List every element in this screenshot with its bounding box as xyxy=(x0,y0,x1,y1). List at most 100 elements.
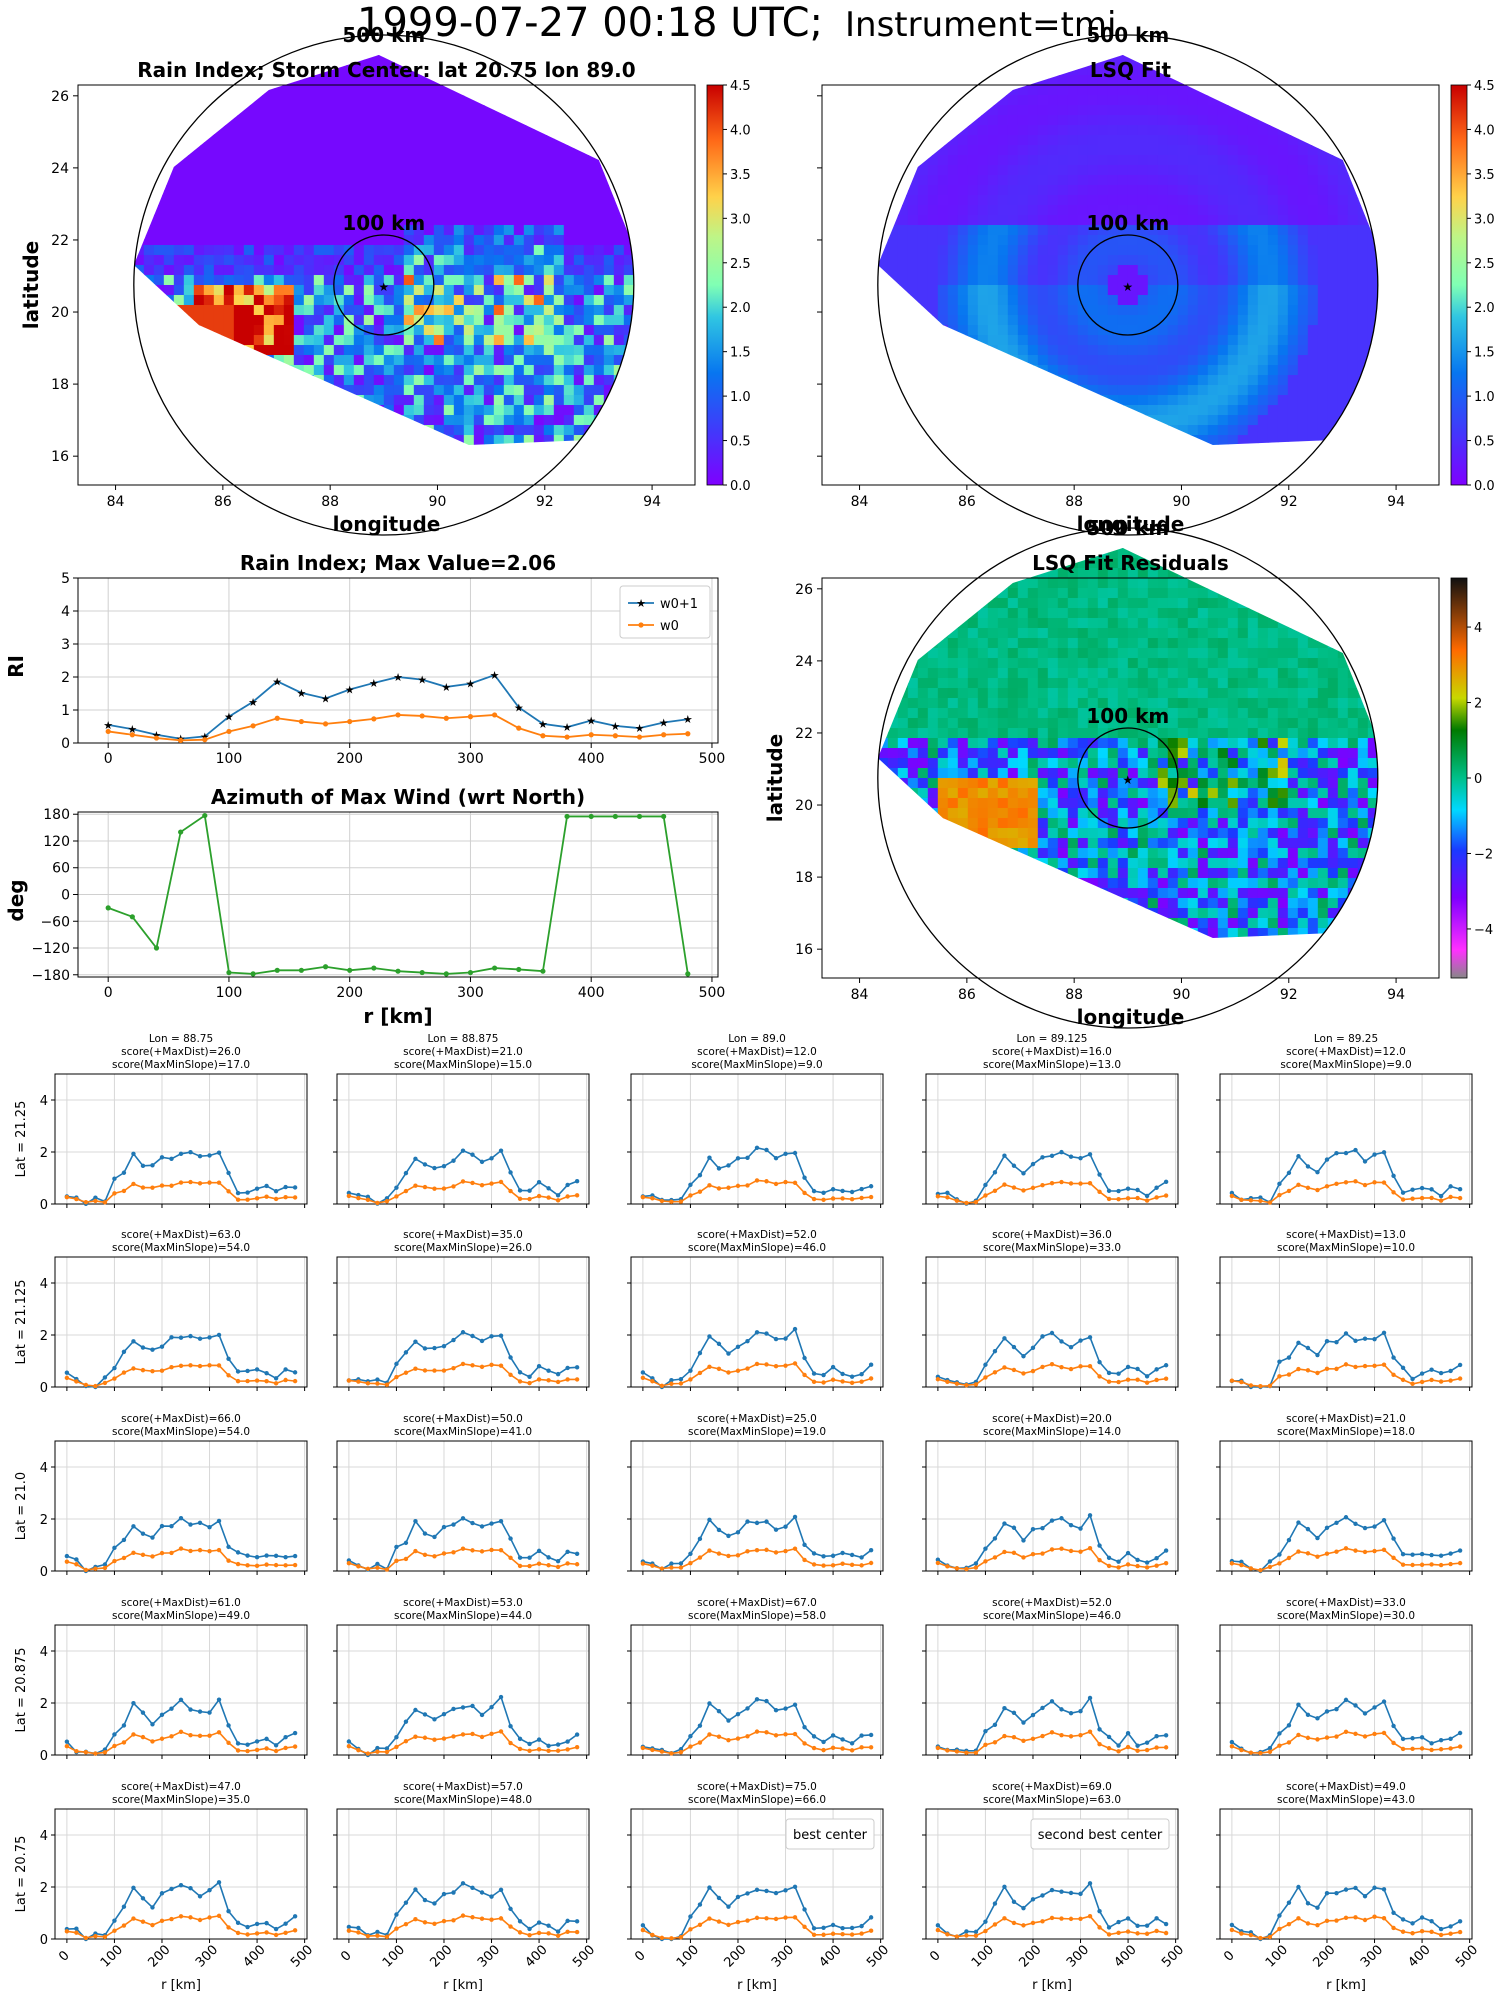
field-cell xyxy=(483,185,495,196)
field-cell xyxy=(253,435,265,445)
field-cell xyxy=(1137,668,1149,679)
field-cell xyxy=(343,295,355,306)
field-cell xyxy=(403,365,415,376)
field-cell xyxy=(253,345,265,356)
field-cell xyxy=(1077,65,1089,76)
field-cell xyxy=(533,355,545,366)
field-cell xyxy=(1187,105,1199,116)
field-cell xyxy=(543,395,555,406)
field-cell xyxy=(353,395,365,406)
field-cell xyxy=(233,415,245,426)
field-cell xyxy=(1087,598,1099,609)
field-cell xyxy=(1137,708,1149,719)
field-cell xyxy=(1037,628,1049,639)
field-cell xyxy=(1247,375,1259,386)
field-cell xyxy=(333,145,345,156)
field-cell xyxy=(553,425,565,436)
field-cell xyxy=(1147,205,1159,216)
field-cell xyxy=(1067,245,1079,256)
field-cell xyxy=(283,105,295,116)
field-cell xyxy=(1047,55,1059,66)
field-cell xyxy=(303,75,315,86)
field-cell xyxy=(1077,145,1089,156)
field-cell xyxy=(1017,255,1029,266)
field-cell xyxy=(363,115,375,126)
field-cell xyxy=(523,295,535,306)
field-cell xyxy=(1217,658,1229,669)
field-cell xyxy=(967,205,979,216)
field-cell xyxy=(1187,648,1199,659)
field-cell xyxy=(1047,225,1059,236)
field-cell xyxy=(213,135,225,146)
field-cell xyxy=(563,355,575,366)
field-cell xyxy=(244,445,255,456)
field-cell xyxy=(1137,215,1149,226)
field-cell xyxy=(1357,215,1369,226)
field-cell xyxy=(313,255,325,266)
field-cell xyxy=(563,425,575,436)
field-cell xyxy=(1317,405,1329,416)
field-cell xyxy=(1037,688,1049,699)
field-cell xyxy=(1237,355,1249,366)
field-cell xyxy=(977,728,989,739)
field-cell xyxy=(897,375,909,386)
field-cell xyxy=(1207,355,1219,366)
field-cell xyxy=(413,305,425,316)
field-cell xyxy=(1247,708,1259,719)
field-cell xyxy=(283,365,295,376)
field-cell xyxy=(553,335,565,346)
field-cell xyxy=(987,678,999,689)
field-cell xyxy=(1177,345,1189,356)
field-cell xyxy=(173,295,185,306)
field-cell xyxy=(998,475,1009,486)
field-cell xyxy=(163,355,175,366)
field-cell xyxy=(1107,698,1119,709)
field-cell xyxy=(303,265,315,276)
field-cell xyxy=(1208,465,1219,476)
field-cell xyxy=(413,415,425,426)
field-cell xyxy=(304,495,315,506)
field-cell xyxy=(1247,335,1259,346)
field-cell xyxy=(513,85,525,96)
field-cell xyxy=(1128,495,1139,506)
field-cell xyxy=(453,125,465,136)
field-cell xyxy=(503,275,515,286)
field-cell xyxy=(623,315,634,326)
field-cell xyxy=(1067,85,1079,96)
field-cell xyxy=(473,225,485,236)
field-cell xyxy=(213,235,225,246)
field-cell xyxy=(593,325,605,336)
field-cell xyxy=(1157,608,1169,619)
field-cell xyxy=(1067,115,1079,126)
field-cell xyxy=(1207,165,1219,176)
field-cell xyxy=(1257,265,1269,276)
field-cell xyxy=(897,275,909,286)
field-cell xyxy=(1027,275,1039,286)
field-cell xyxy=(1158,485,1169,496)
field-cell xyxy=(967,678,979,689)
field-cell xyxy=(1057,678,1069,689)
field-cell xyxy=(1147,75,1159,86)
field-cell xyxy=(1058,455,1069,466)
field-cell xyxy=(967,275,979,286)
field-cell xyxy=(303,425,315,436)
field-cell xyxy=(233,85,245,96)
field-cell xyxy=(1257,415,1269,426)
field-cell xyxy=(1007,105,1019,116)
field-cell xyxy=(1217,225,1229,236)
field-cell xyxy=(403,305,415,316)
field-cell xyxy=(1197,365,1209,376)
field-cell xyxy=(1277,145,1289,156)
field-cell xyxy=(1067,658,1079,669)
field-cell xyxy=(997,345,1009,356)
field-cell xyxy=(293,315,305,326)
field-cell xyxy=(997,315,1009,326)
field-cell xyxy=(1087,235,1099,246)
field-cell xyxy=(323,255,335,266)
field-cell xyxy=(423,425,435,436)
field-cell xyxy=(917,325,929,336)
field-cell xyxy=(503,355,515,366)
field-cell xyxy=(1267,385,1279,396)
field-cell xyxy=(1147,365,1159,376)
field-cell xyxy=(243,245,255,256)
